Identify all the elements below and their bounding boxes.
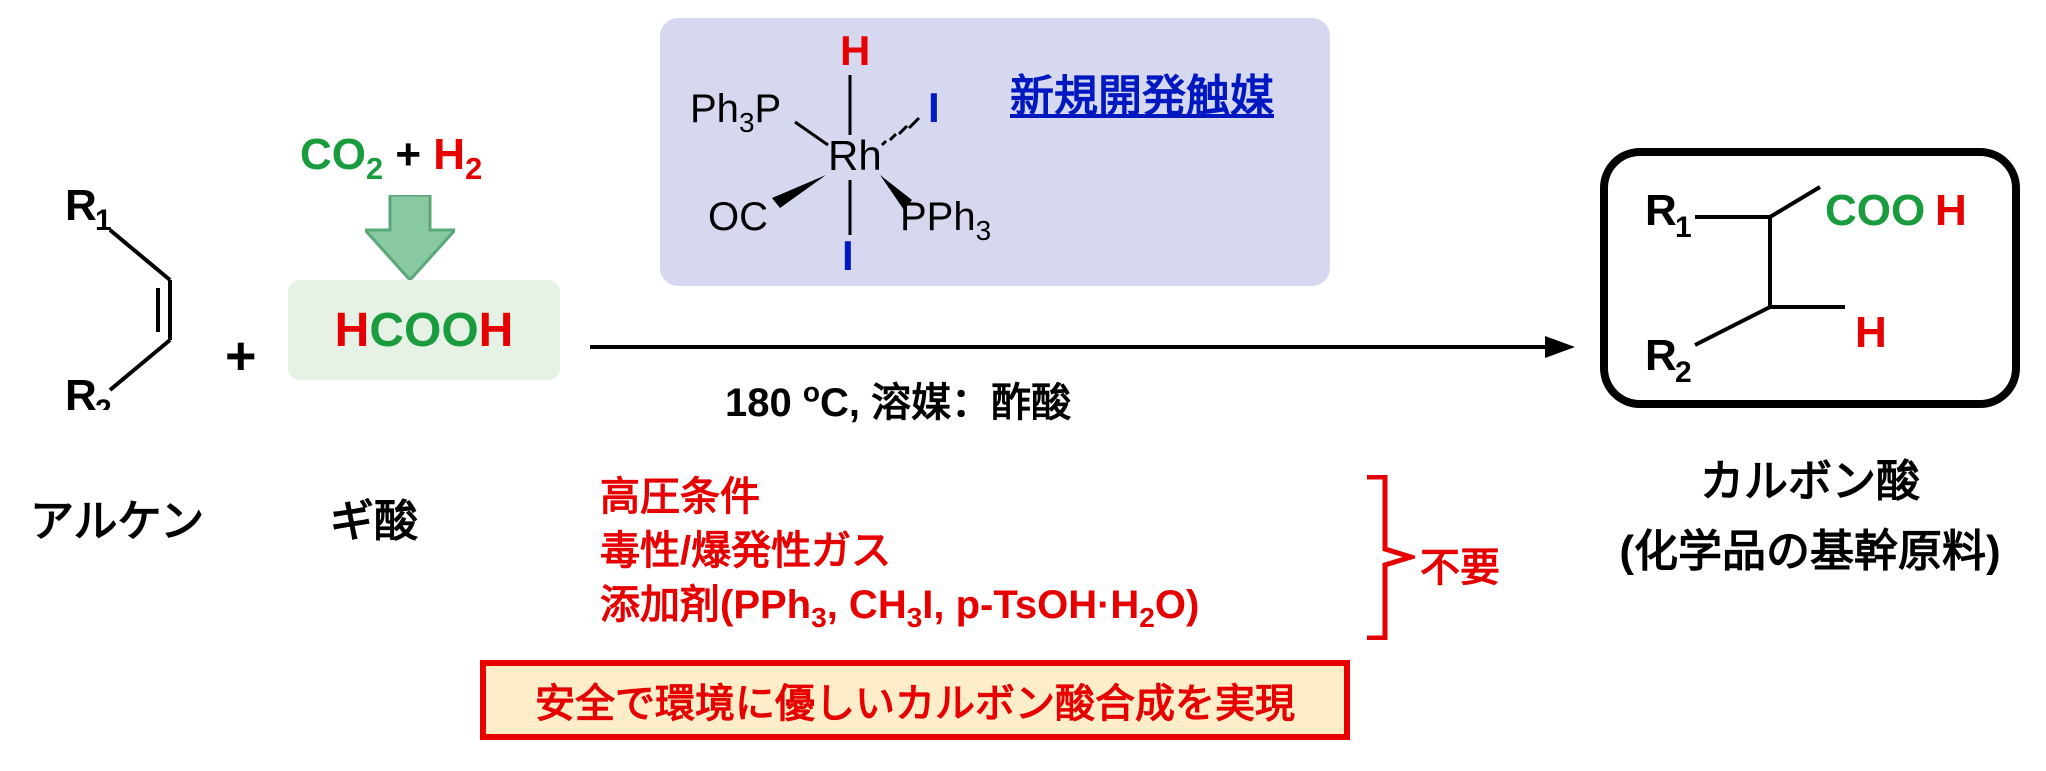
svg-text:Ph3P: Ph3P bbox=[690, 87, 781, 138]
not-needed-line2: 毒性/爆発性ガス bbox=[600, 524, 1199, 578]
temp-value: 180 bbox=[725, 381, 803, 425]
svg-text:H: H bbox=[840, 30, 870, 74]
svg-text:1: 1 bbox=[95, 204, 112, 237]
svg-text:R: R bbox=[1645, 186, 1677, 235]
svg-text:I: I bbox=[928, 84, 940, 131]
solvent-text: 溶媒：酢酸 bbox=[871, 381, 1071, 425]
svg-text:COO: COO bbox=[1825, 186, 1925, 235]
svg-text:Rh: Rh bbox=[828, 132, 882, 179]
temp-deg: o bbox=[803, 377, 820, 408]
hcooh-h1: H bbox=[335, 303, 370, 358]
formic-acid-label: ギ酸 bbox=[330, 485, 418, 549]
down-arrow-icon bbox=[365, 195, 455, 280]
svg-text:1: 1 bbox=[1675, 211, 1692, 244]
not-needed-label: 不要 bbox=[1420, 535, 1500, 593]
co2-plus-h2: CO2 + H2 bbox=[300, 130, 482, 187]
co2-text: CO2 bbox=[300, 130, 383, 179]
product-structure: R 1 COO H R 2 H bbox=[1645, 175, 1995, 406]
not-needed-line1: 高圧条件 bbox=[600, 470, 1199, 524]
highlight-message-box: 安全で環境に優しいカルボン酸合成を実現 bbox=[480, 660, 1350, 740]
hcooh-box: HCOOH bbox=[288, 280, 560, 380]
catalyst-label: 新規開発触媒 bbox=[1010, 60, 1274, 124]
hcooh-h2: H bbox=[479, 303, 514, 358]
svg-text:I: I bbox=[842, 232, 854, 275]
hcooh-coo: COO bbox=[369, 303, 478, 358]
svg-text:H: H bbox=[1855, 308, 1887, 357]
not-needed-line3: 添加剤(PPh3, CH3I, p-TsOH·H2O) bbox=[600, 578, 1199, 637]
product-sublabel: (化学品の基幹原料) bbox=[1580, 515, 2040, 579]
product-label: カルボン酸 bbox=[1660, 445, 1960, 509]
svg-text:2: 2 bbox=[1675, 356, 1692, 389]
svg-text:R: R bbox=[65, 181, 97, 230]
svg-text:R: R bbox=[65, 371, 97, 410]
svg-text:PPh3: PPh3 bbox=[900, 195, 991, 246]
plus-sign: + bbox=[225, 325, 257, 387]
temp-unit: C, bbox=[820, 381, 871, 425]
svg-text:OC: OC bbox=[708, 195, 768, 239]
svg-text:2: 2 bbox=[95, 394, 112, 410]
not-needed-list: 高圧条件 毒性/爆発性ガス 添加剤(PPh3, CH3I, p-TsOH·H2O… bbox=[600, 470, 1199, 637]
alkene-svg: R 1 R 2 bbox=[65, 180, 215, 410]
bracket-icon bbox=[1365, 475, 1415, 640]
rh-complex-structure: Rh H I Ph3P I OC PPh3 bbox=[690, 30, 1000, 270]
alkene-structure: R 1 R 2 bbox=[65, 180, 215, 421]
reaction-arrow-icon bbox=[590, 332, 1580, 362]
h2-text: H2 bbox=[433, 130, 482, 179]
highlight-message: 安全で環境に優しいカルボン酸合成を実現 bbox=[535, 671, 1295, 729]
svg-text:H: H bbox=[1935, 186, 1967, 235]
svg-text:R: R bbox=[1645, 331, 1677, 380]
alkene-label: アルケン bbox=[30, 485, 204, 549]
co2h2-plus: + bbox=[383, 130, 433, 179]
reaction-conditions: 180 oC, 溶媒：酢酸 bbox=[725, 370, 1071, 428]
